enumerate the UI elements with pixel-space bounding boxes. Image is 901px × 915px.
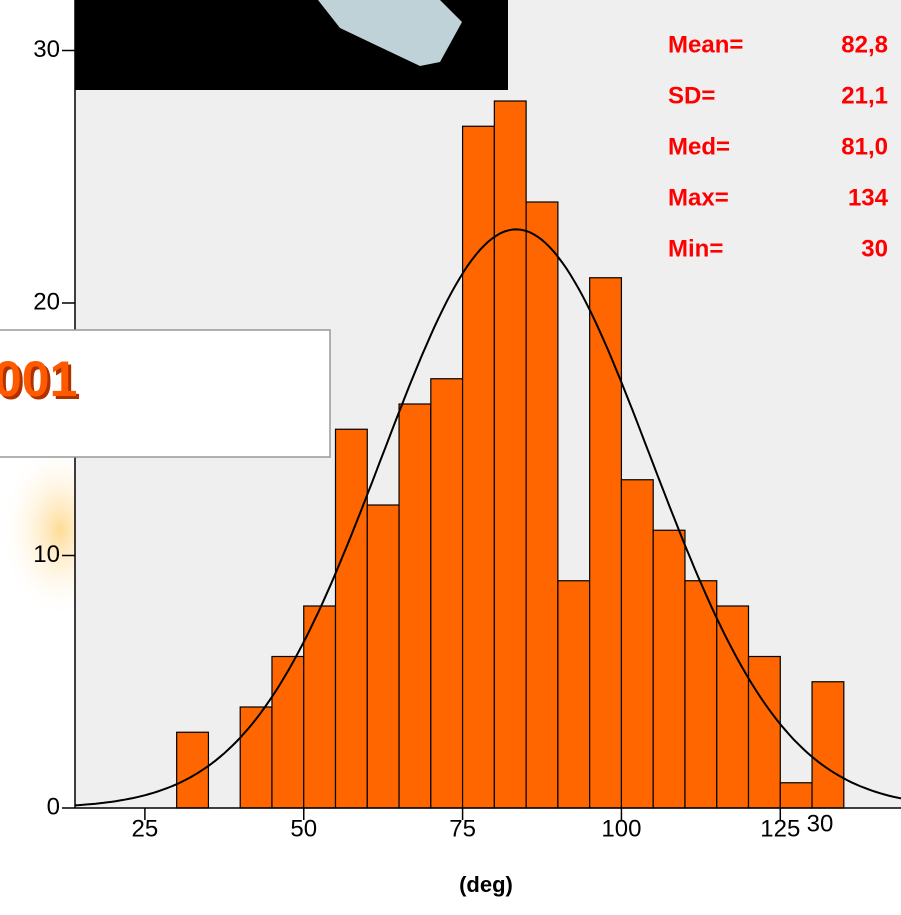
bar (334, 428, 368, 809)
stat-value: 30 (861, 235, 888, 262)
overlay-box (0, 329, 331, 458)
bar (589, 277, 623, 809)
bar (493, 100, 527, 809)
stat-name: SD= (668, 82, 715, 109)
bar (239, 706, 273, 809)
bar (652, 529, 686, 809)
bar (271, 655, 305, 809)
bar (684, 580, 718, 809)
bar (557, 580, 591, 809)
x-tick-label: 100 (601, 815, 641, 842)
bar (716, 605, 750, 809)
bar (779, 782, 813, 809)
x-tick-label: 75 (449, 815, 476, 842)
bar (747, 655, 781, 809)
bar (461, 125, 495, 809)
overlay-text-shadow: 001 (0, 354, 80, 410)
image-object (318, 0, 462, 66)
y-tick-label: 30 (33, 36, 60, 63)
x-tick-label: 50 (290, 815, 317, 842)
stat-name: Max= (668, 184, 729, 211)
y-tick-label: 20 (33, 288, 60, 315)
x-tick-label: 25 (132, 815, 159, 842)
normal-curve (74, 228, 901, 807)
bar (430, 378, 464, 809)
y-tick-label: 10 (33, 541, 60, 568)
stat-value: 82,8 (841, 31, 888, 58)
bar (366, 504, 400, 809)
stat-name: Mean= (668, 31, 743, 58)
stat-value: 134 (848, 184, 889, 211)
stat-value: 21,1 (841, 82, 888, 109)
y-tick-label: 0 (47, 793, 60, 820)
stray-label: 30 (807, 810, 834, 837)
stat-name: Min= (668, 235, 723, 262)
stat-value: 81,0 (841, 133, 888, 160)
overlay-text: 001 (0, 351, 77, 407)
x-axis-label: (deg) (459, 872, 513, 897)
bar (398, 403, 432, 809)
bar (525, 201, 559, 809)
bar (620, 479, 654, 809)
stat-name: Med= (668, 133, 730, 160)
bar (811, 681, 845, 809)
x-tick-label: 125 (760, 815, 800, 842)
bar (303, 605, 337, 809)
